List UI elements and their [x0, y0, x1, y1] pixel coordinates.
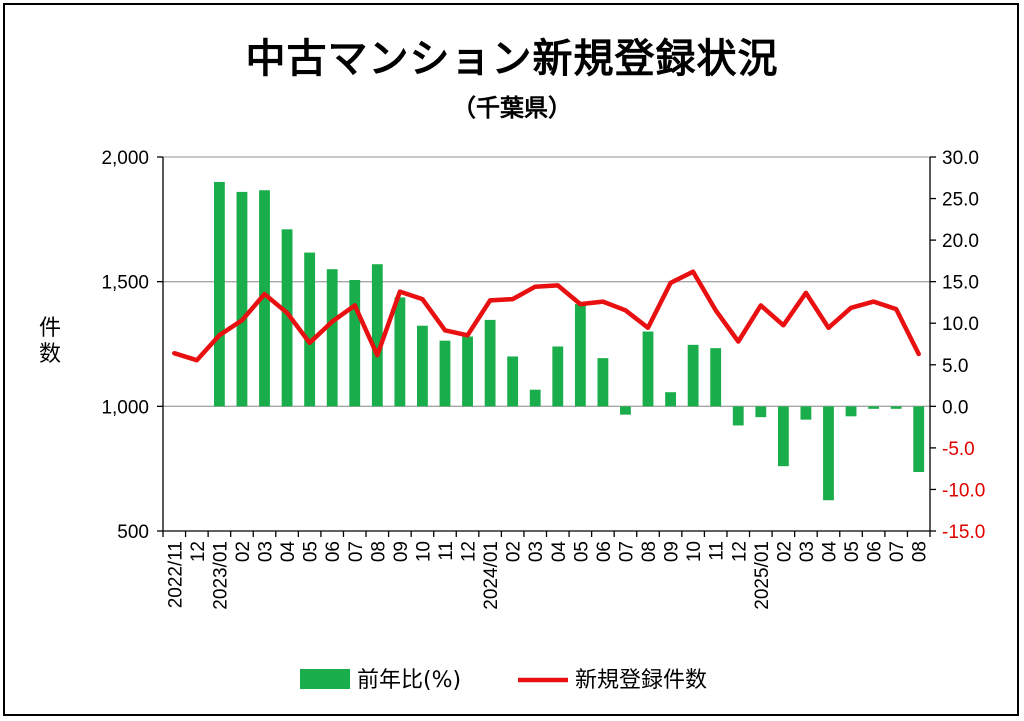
bar	[574, 304, 586, 407]
bar	[845, 406, 857, 417]
x-tick-label: 10	[684, 541, 705, 562]
left-tick-label: 500	[117, 522, 149, 543]
right-axis-ticks: 30.0 25.0 20.0 15.0 10.0 5.0 0.0 -5.0 -10.0 -15.0	[942, 148, 985, 543]
bar	[620, 406, 631, 415]
grid-lines	[163, 156, 930, 407]
bar	[687, 344, 699, 407]
axes	[157, 156, 936, 537]
x-tick-label: 03	[526, 541, 547, 562]
x-tick-label: 06	[865, 541, 886, 562]
x-tick-label: 02	[233, 541, 254, 562]
x-tick-label: 05	[571, 541, 592, 562]
bar	[349, 280, 361, 407]
bar	[484, 319, 496, 407]
right-tick-label: 25.0	[942, 190, 979, 211]
x-tick-label: 02	[504, 541, 525, 562]
legend-bar-label: 前年比(%)	[357, 668, 461, 693]
legend-bar-swatch	[300, 669, 350, 689]
x-tick-label: 03	[797, 541, 818, 562]
chart-title: 中古マンション新規登録状況	[245, 36, 779, 82]
bar	[462, 336, 473, 407]
x-tick-label: 06	[594, 541, 615, 562]
bar	[552, 346, 564, 407]
bar-series	[213, 181, 925, 501]
line-path	[172, 269, 921, 363]
right-tick-label: -5.0	[942, 439, 975, 460]
x-tick-label: 04	[549, 541, 570, 563]
legend-line-label: 新規登録件数	[575, 668, 707, 693]
bar	[597, 358, 609, 407]
x-tick-label: 04	[278, 541, 299, 563]
x-tick-label: 04	[819, 541, 840, 563]
bar	[710, 348, 722, 407]
left-axis-label: 数	[39, 342, 61, 367]
bar	[800, 406, 812, 420]
right-tick-label: 20.0	[942, 231, 979, 252]
bar	[755, 406, 767, 418]
x-tick-label: 09	[391, 541, 412, 562]
x-tick-label: 12	[188, 541, 209, 562]
x-tick-label: 11	[707, 541, 728, 561]
x-tick-label: 2025/01	[752, 541, 773, 610]
x-axis-ticks: 2022/11 12 2023/01 02 03 04 05 06 07 08 09 10 11 12 20…	[165, 541, 930, 610]
bar	[777, 406, 789, 467]
bar	[823, 406, 834, 501]
x-tick-label: 09	[662, 541, 683, 562]
x-tick-label: 07	[616, 541, 637, 562]
bar	[417, 325, 428, 407]
bar	[326, 269, 338, 407]
bar	[371, 264, 383, 407]
x-tick-label: 07	[346, 541, 367, 562]
left-tick-label: 1,500	[101, 273, 149, 294]
bar	[529, 389, 541, 407]
x-tick-label: 07	[887, 541, 908, 562]
right-tick-label: 5.0	[942, 356, 968, 377]
x-tick-label: 03	[256, 541, 277, 562]
bar	[213, 181, 225, 407]
x-tick-label: 2022/11	[165, 541, 186, 608]
bar	[913, 406, 925, 472]
x-tick-label: 2023/01	[210, 541, 231, 610]
x-tick-label: 12	[459, 541, 480, 562]
right-tick-label: 30.0	[942, 148, 979, 169]
right-tick-label: -15.0	[942, 522, 985, 543]
bar	[890, 406, 902, 409]
right-tick-label: 15.0	[942, 273, 979, 294]
legend: 前年比(%) 新規登録件数	[300, 668, 707, 693]
left-tick-label: 1,000	[101, 397, 149, 418]
x-tick-label: 05	[842, 541, 863, 562]
x-tick-label: 05	[301, 541, 322, 562]
right-tick-label: 0.0	[942, 397, 968, 418]
bar	[259, 190, 270, 407]
bar	[868, 406, 880, 409]
x-tick-label: 2024/01	[481, 541, 502, 610]
x-tick-label: 08	[639, 541, 660, 562]
bar	[439, 340, 451, 407]
bar	[394, 297, 406, 407]
left-axis-ticks: 2,000 1,500 1,000 500	[101, 148, 149, 543]
line-series	[172, 269, 921, 363]
bar	[732, 406, 744, 426]
left-tick-label: 2,000	[101, 148, 149, 169]
x-tick-label: 06	[323, 541, 344, 562]
bar	[642, 331, 654, 407]
x-tick-label: 08	[910, 541, 931, 562]
bar	[665, 392, 676, 407]
bar	[507, 356, 519, 407]
left-axis-label-group: 件数	[39, 316, 61, 367]
bar	[304, 252, 316, 407]
bar	[236, 191, 248, 407]
bar	[281, 229, 293, 407]
left-axis-label: 件	[39, 316, 61, 341]
chart-subtitle: （千葉県）	[452, 94, 572, 122]
x-tick-label: 10	[413, 541, 434, 562]
right-tick-label: -10.0	[942, 480, 985, 501]
right-tick-label: 10.0	[942, 314, 979, 335]
x-tick-label: 02	[774, 541, 795, 562]
x-tick-label: 12	[729, 541, 750, 562]
x-tick-label: 11	[436, 541, 457, 561]
x-tick-label: 08	[368, 541, 389, 562]
